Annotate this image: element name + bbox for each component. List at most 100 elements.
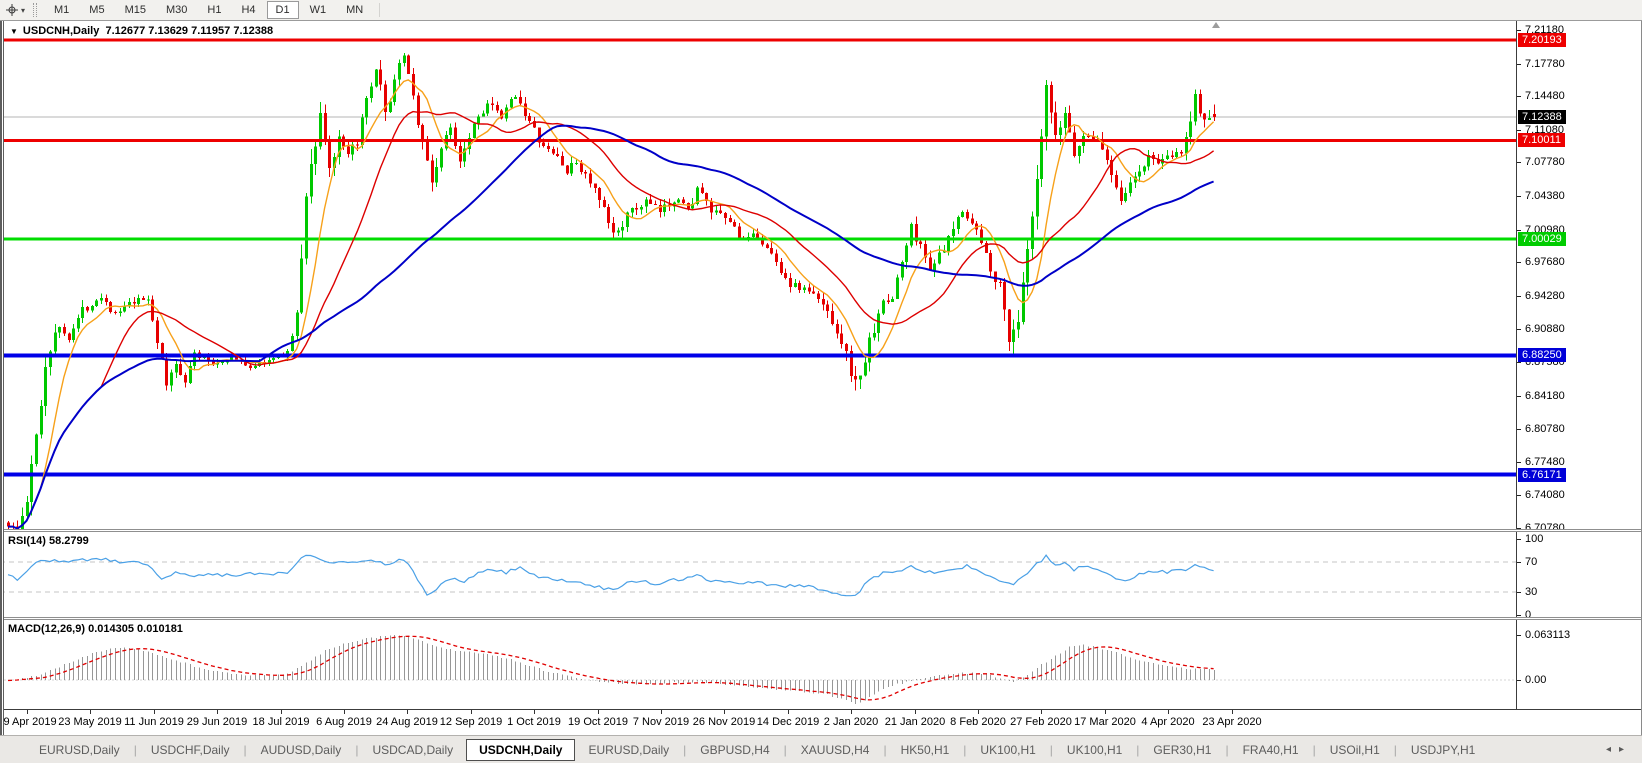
date-tickmark	[788, 710, 789, 714]
chart-tab-usdchf-daily[interactable]: USDCHF,Daily	[150, 742, 230, 757]
price-tickmark	[1517, 230, 1521, 231]
date-label: 29 Jun 2019	[186, 716, 248, 728]
tab-separator: |	[963, 742, 967, 757]
rsi-name: RSI(14)	[8, 535, 46, 547]
chart-tab-eurusd-daily[interactable]: EURUSD,Daily	[588, 742, 670, 757]
macd-tickmark	[1517, 635, 1521, 636]
tool-dropdown-caret-icon[interactable]: ▾	[21, 5, 26, 15]
ohlc-close: 7.12388	[233, 25, 274, 37]
timeframe-button-d1[interactable]: D1	[266, 1, 299, 19]
date-tickmark	[851, 710, 852, 714]
price-tickmark	[1517, 296, 1521, 297]
price-level-label: 7.20193	[1518, 33, 1566, 47]
date-label: 27 Feb 2020	[1010, 716, 1072, 728]
macd-tick: 0.063113	[1525, 629, 1571, 641]
rsi-tick: 70	[1525, 556, 1538, 568]
price-tickmark	[1517, 462, 1521, 463]
macd-pane[interactable]	[0, 620, 1516, 709]
main-chart-canvas[interactable]	[0, 21, 1516, 530]
tab-scroll-right-icon[interactable]: ▸	[1618, 744, 1632, 755]
date-tickmark	[281, 710, 282, 714]
date-tickmark	[1105, 710, 1106, 714]
timeframe-button-m1[interactable]: M1	[54, 4, 70, 16]
date-tickmark	[154, 710, 155, 714]
price-tick: 6.84180	[1525, 390, 1565, 402]
chart-tab-xauusd-h4[interactable]: XAUUSD,H4	[800, 742, 870, 757]
rsi-canvas[interactable]	[0, 532, 1516, 618]
macd-tick: 0.00	[1525, 674, 1547, 686]
date-tickmark	[344, 710, 345, 714]
date-label: 12 Sep 2019	[439, 716, 503, 728]
chart-tab-gbpusd-h4[interactable]: GBPUSD,H4	[700, 742, 770, 757]
price-tick: 6.74080	[1525, 489, 1565, 501]
macd-tickmark	[1517, 680, 1521, 681]
chart-tab-usdcnh-daily[interactable]: USDCNH,Daily	[466, 738, 576, 761]
chart-tab-usdcad-daily[interactable]: USDCAD,Daily	[372, 742, 454, 757]
rsi-tickmark	[1517, 592, 1521, 593]
chart-window-top-border	[0, 20, 1642, 21]
chart-tab-eurusd-daily[interactable]: EURUSD,Daily	[39, 742, 120, 757]
rsi-label: RSI(14) 58.2799	[8, 535, 89, 547]
price-tickmark	[1517, 162, 1521, 163]
price-tick: 6.77480	[1525, 456, 1565, 468]
price-tickmark	[1517, 362, 1521, 363]
price-tickmark	[1517, 396, 1521, 397]
rsi-pane[interactable]	[0, 532, 1516, 618]
price-tickmark	[1517, 262, 1521, 263]
price-level-label: 7.12388	[1518, 110, 1566, 124]
timeframe-button-h1[interactable]: H1	[207, 4, 222, 16]
date-label: 19 Oct 2019	[568, 716, 628, 728]
macd-signal-value: 0.010181	[137, 623, 183, 635]
tab-scroll-left-icon[interactable]: ◂	[1605, 744, 1619, 755]
date-tickmark	[1041, 710, 1042, 714]
timeframe-button-h4[interactable]: H4	[241, 4, 256, 16]
date-label: 23 May 2019	[58, 716, 122, 728]
date-tickmark	[978, 710, 979, 714]
chart-tab-usoil-h1[interactable]: USOil,H1	[1329, 742, 1380, 757]
chart-tab-ger30-h1[interactable]: GER30,H1	[1153, 742, 1212, 757]
timeframe-button-m5[interactable]: M5	[89, 4, 105, 16]
chart-tab-hk50-h1[interactable]: HK50,H1	[900, 742, 950, 757]
main-chart-pane[interactable]	[0, 21, 1516, 530]
date-label: 4 Apr 2020	[1141, 716, 1195, 728]
pane-splitter-macd[interactable]	[0, 617, 1642, 620]
macd-canvas[interactable]	[0, 620, 1516, 709]
crosshair-tool-icon[interactable]	[4, 2, 20, 18]
chart-window-left-border	[0, 21, 4, 735]
date-label: 11 Jun 2019	[124, 716, 184, 728]
ohlc-open: 7.12677	[105, 25, 146, 37]
timeframe-button-w1[interactable]: W1	[309, 4, 327, 16]
macd-label: MACD(12,26,9) 0.014305 0.010181	[8, 623, 183, 635]
date-label: 17 Mar 2020	[1074, 716, 1136, 728]
date-label: 29 Apr 2019	[0, 716, 57, 728]
tab-scroll-arrows[interactable]: ◂▸	[1606, 744, 1632, 755]
collapse-arrow-icon[interactable]: ▼	[10, 27, 18, 36]
timeframe-button-m30[interactable]: M30	[165, 4, 188, 16]
price-scale[interactable]: 7.21180 7.17780 7.14480 7.11080 7.07780 7.043…	[1516, 21, 1642, 709]
timeframe-button-mn[interactable]: MN	[346, 4, 364, 16]
chart-tab-usdjpy-h1[interactable]: USDJPY,H1	[1410, 742, 1476, 757]
chart-tab-fra40-h1[interactable]: FRA40,H1	[1242, 742, 1299, 757]
chart-tab-uk100-h1[interactable]: UK100,H1	[980, 742, 1036, 757]
timeframe-buttons: M1 M5 M15 M30 H1 H4 D1 W1 MN	[44, 1, 373, 19]
date-tickmark	[661, 710, 662, 714]
chart-tab-uk100-h1[interactable]: UK100,H1	[1066, 742, 1123, 757]
chart-shift-marker[interactable]	[1212, 22, 1220, 28]
date-tickmark	[1232, 710, 1233, 714]
price-tick: 6.80780	[1525, 423, 1565, 435]
price-tickmark	[1517, 64, 1521, 65]
chart-tab-bar: ◂▸ EURUSD,Daily | USDCHF,Daily | AUDUSD,Dail…	[0, 735, 1642, 763]
rsi-tickmark	[1517, 539, 1521, 540]
chart-tab-audusd-daily[interactable]: AUDUSD,Daily	[260, 742, 342, 757]
date-label: 26 Nov 2019	[692, 716, 756, 728]
date-scale[interactable]: 29 Apr 2019 23 May 2019 11 Jun 2019 29 Jun …	[0, 709, 1642, 735]
date-label: 8 Feb 2020	[950, 716, 1006, 728]
date-tickmark	[1168, 710, 1169, 714]
timeframe-button-m15[interactable]: M15	[124, 4, 146, 16]
pane-splitter-rsi[interactable]	[0, 529, 1642, 532]
rsi-tick: 0	[1525, 609, 1532, 621]
date-label: 7 Nov 2019	[632, 716, 690, 728]
toolbar-grip[interactable]	[33, 3, 38, 17]
price-tickmark	[1517, 130, 1521, 131]
